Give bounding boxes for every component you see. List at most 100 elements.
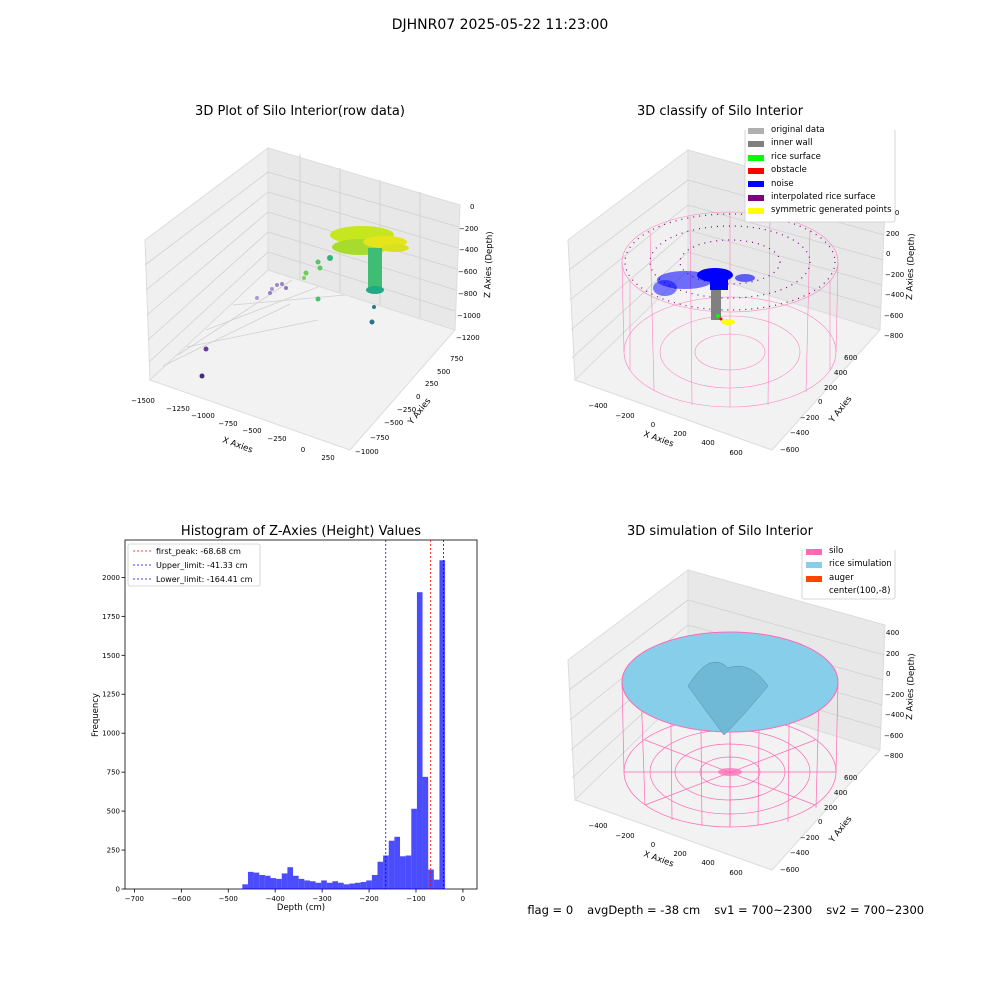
- raw-xtick: 0: [301, 446, 305, 454]
- legend-entry-center: center(100,-8): [806, 585, 892, 598]
- legend-entry-interpolated-rice-surface: interpolated rice surface: [748, 191, 892, 204]
- raw-xtick: 250: [321, 454, 334, 462]
- figure-title: DJHNR07 2025-05-22 11:23:00: [391, 17, 609, 33]
- histogram-bar: [326, 882, 333, 889]
- histogram-ylabel: Frequency: [91, 693, 101, 737]
- legend-swatch: [748, 194, 764, 201]
- histogram-bar: [388, 840, 395, 889]
- legend-entry-rice-simulation: rice simulation: [806, 558, 892, 571]
- classify-ytick: 200: [824, 384, 837, 392]
- raw-ztick: 0: [470, 203, 474, 211]
- histogram-bar: [371, 874, 378, 889]
- legend-swatch: [806, 548, 822, 555]
- histogram-bar: [287, 867, 294, 889]
- legend-entry-original-data: original data: [748, 124, 892, 137]
- histogram-bar: [422, 776, 429, 889]
- raw-plot-title: 3D Plot of Silo Interior(row data): [195, 104, 405, 119]
- classify-xtick: 0: [651, 421, 655, 429]
- raw-ytick: −1000: [355, 448, 379, 456]
- legend-entry-noise: noise: [748, 178, 892, 191]
- histogram-ytick-label: 1250: [102, 691, 120, 699]
- histogram-bar: [315, 882, 322, 889]
- simulation-3d-plot: −400 −200 0 200 400 600 600 400 200 0 −2…: [567, 550, 917, 877]
- simulation-rice-cone: [687, 661, 769, 736]
- histogram-xtick-label: −400: [266, 895, 285, 903]
- simulation-xtick: −200: [615, 832, 634, 840]
- histogram-xtick-label: 0: [461, 895, 465, 903]
- legend-swatch: [806, 575, 822, 582]
- raw-ytick: −500: [384, 419, 403, 427]
- histogram-bar: [304, 880, 310, 889]
- classify-ytick: 0: [818, 398, 822, 406]
- histogram-bar: [259, 874, 265, 889]
- classify-ylabel: Y Axies: [827, 394, 855, 426]
- status-line: flag = 0 avgDepth = -38 cm sv1 = 700~2300 s…: [520, 889, 924, 917]
- classify-ztick: −400: [885, 291, 904, 299]
- legend-label: auger: [829, 572, 854, 583]
- histogram-bar: [400, 856, 406, 889]
- raw-ztick: −800: [458, 290, 477, 298]
- legend-entry-inner-wall: inner wall: [748, 137, 892, 150]
- histogram-bar: [293, 875, 299, 889]
- classify-interpolated-surface: [624, 213, 836, 311]
- classify-ztick: −600: [884, 312, 903, 320]
- simulation-ylabel: Y Axies: [827, 814, 855, 846]
- legend-label: noise: [771, 178, 794, 189]
- histogram-xtick-label: −700: [125, 895, 144, 903]
- raw-xtick: −1250: [166, 405, 190, 413]
- simulation-xtick: 0: [651, 841, 655, 849]
- simulation-plot-title: 3D simulation of Silo Interior: [627, 524, 813, 539]
- classify-xlabel: X Axies: [642, 429, 675, 449]
- histogram-bar: [349, 883, 355, 889]
- raw-zlabel: Z Axies (Depth): [483, 231, 495, 298]
- classify-xtick: 200: [673, 430, 686, 438]
- classify-ztick: 0: [886, 250, 890, 258]
- histogram-ytick-label: 250: [107, 847, 120, 855]
- raw-xlabel: X Axies: [221, 435, 254, 455]
- classify-xtick: −400: [588, 402, 607, 410]
- simulation-ytick: 200: [824, 804, 837, 812]
- histogram-legend-first-peak: first_peak: -68.68 cm: [156, 547, 241, 556]
- legend-swatch: [748, 167, 764, 174]
- histogram-bar: [343, 884, 350, 889]
- classify-inner-wall-points: [711, 290, 721, 320]
- simulation-ytick: 400: [834, 789, 847, 797]
- simulation-zlabel: Z Axies (Depth): [905, 653, 917, 720]
- simulation-ztick: 200: [886, 650, 899, 658]
- histogram-xtick-label: −100: [406, 895, 425, 903]
- classify-ztick: 200: [886, 230, 899, 238]
- histogram-bar: [338, 882, 344, 889]
- histogram-ytick-label: 500: [107, 808, 120, 816]
- raw-ytick: −750: [370, 434, 389, 442]
- legend-label: rice surface: [771, 151, 821, 162]
- histogram-legend-upper-limit: Upper_limit: -41.33 cm: [156, 561, 248, 570]
- histogram-bar: [354, 882, 361, 889]
- legend-label: inner wall: [771, 138, 813, 149]
- simulation-ytick: −600: [780, 866, 799, 874]
- histogram-ytick-label: 2000: [102, 574, 120, 582]
- histogram-bar: [270, 878, 277, 889]
- simulation-ytick: −200: [800, 834, 819, 842]
- histogram-bar: [394, 836, 401, 889]
- status-avg-depth: avgDepth = -38 cm: [587, 903, 701, 917]
- histogram-bar: [332, 881, 339, 889]
- legend-entry-symmetric-generated-points: symmetric generated points: [748, 204, 892, 217]
- classify-ytick: −400: [790, 429, 809, 437]
- histogram-bar: [309, 881, 316, 889]
- classify-ztick: −200: [885, 271, 904, 279]
- histogram-chart: −700 −600 −500 −400 −300 −200 −100 0 0 250 500 750…: [91, 539, 478, 913]
- histogram-bar: [264, 875, 271, 889]
- histogram-bar: [439, 560, 446, 889]
- histogram-xtick-label: −500: [219, 895, 238, 903]
- classify-symmetric-points: [721, 319, 735, 325]
- raw-ytick: 250: [425, 380, 438, 388]
- classify-xtick: 600: [729, 449, 742, 457]
- legend-label: rice simulation: [829, 559, 892, 570]
- histogram-bar: [247, 871, 254, 889]
- raw-ztick: −600: [458, 268, 477, 276]
- legend-swatch: [748, 127, 764, 134]
- classify-interpolated-surface: [679, 239, 781, 285]
- histogram-bars: [242, 560, 446, 889]
- histogram-ytick-label: 1000: [102, 730, 120, 738]
- status-flag: flag = 0: [527, 903, 574, 917]
